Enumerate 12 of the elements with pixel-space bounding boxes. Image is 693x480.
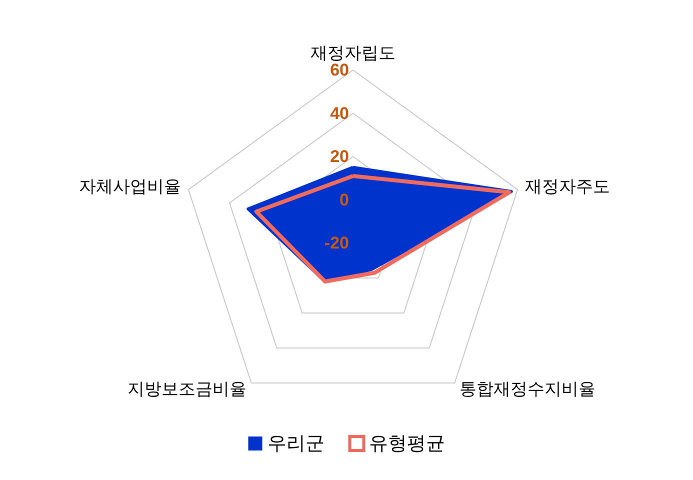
y-tick-label: 60: [330, 60, 349, 80]
y-tick-label: 20: [330, 147, 349, 166]
legend-label: 유형평균: [368, 432, 445, 454]
y-tick-label: 40: [330, 104, 349, 123]
y-tick-label: -20: [324, 234, 349, 252]
spoke-label: 지방보조금비율: [128, 379, 247, 400]
legend-label: 우리군: [267, 432, 324, 454]
spoke-label: 재정자주도: [525, 177, 610, 198]
spoke-label: 자체사업비율: [78, 177, 181, 198]
spoke-label: 재정자립도: [310, 44, 396, 64]
spoke-label: 통합재정수지비율: [459, 379, 596, 400]
y-tick-label: 0: [340, 190, 349, 210]
